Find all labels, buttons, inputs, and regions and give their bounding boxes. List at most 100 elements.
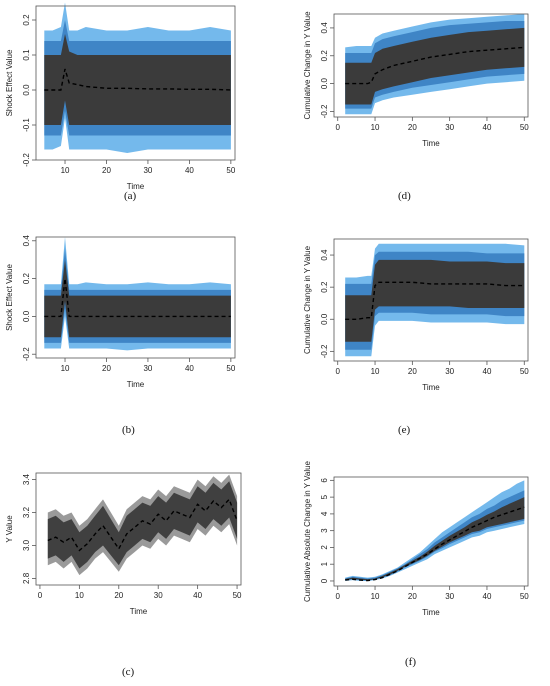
band-outer-f xyxy=(345,480,525,581)
y-tick-label-c: 2.8 xyxy=(22,572,31,584)
y-tick-label-d: -0.2 xyxy=(320,104,329,118)
caption-b: (b) xyxy=(122,424,135,436)
x-tick-label-f: 30 xyxy=(445,592,454,601)
y-tick-label-f: 5 xyxy=(320,494,329,499)
y-tick-label-d: 0.4 xyxy=(320,22,329,34)
x-tick-label-d: 30 xyxy=(445,123,454,132)
y-tick-label-b: -0.2 xyxy=(22,347,31,361)
x-axis-label-e: Time xyxy=(422,383,440,392)
band-inner-d xyxy=(345,27,525,105)
y-axis-label-f: Cumulative Absolute Change in Y Value xyxy=(303,460,312,602)
x-tick-label-c: 20 xyxy=(114,591,123,600)
chart-d: 0 10 20 30 40 50 -0.2 0.0 0.2 0.4 Time Cumulative C… xyxy=(303,11,529,148)
x-axis-label-c: Time xyxy=(130,607,148,616)
y-tick-label-d: 0.0 xyxy=(320,77,329,89)
caption-a: (a) xyxy=(124,190,137,202)
y-tick-label-f: 6 xyxy=(320,478,329,483)
x-tick-label-e: 50 xyxy=(520,367,529,376)
x-tick-label-e: 30 xyxy=(445,367,454,376)
plot-frame-c xyxy=(35,472,242,586)
x-tick-label-d: 50 xyxy=(520,123,529,132)
median-line-c xyxy=(47,498,238,552)
x-axis-label-a: Time xyxy=(127,182,145,191)
x-tick-label-b: 40 xyxy=(185,364,194,373)
y-tick-label-a: 0.0 xyxy=(22,84,31,96)
median-line-a xyxy=(44,68,231,91)
x-tick-label-d: 10 xyxy=(371,123,380,132)
band-inner-a xyxy=(44,34,231,125)
band-y_inner-c xyxy=(47,481,238,569)
y-tick-label-e: 0.0 xyxy=(320,313,329,325)
y-tick-label-f: 0 xyxy=(320,578,329,583)
y-tick-label-e: 0.4 xyxy=(320,249,329,261)
x-tick-label-a: 30 xyxy=(143,166,152,175)
x-tick-label-e: 40 xyxy=(483,367,492,376)
x-tick-label-b: 20 xyxy=(102,364,111,373)
y-tick-label-e: 0.2 xyxy=(320,281,329,293)
chart-e: 0 10 20 30 40 50 -0.2 0.0 0.2 0.4 Time Cumulative C… xyxy=(303,238,529,392)
y-axis-label-d: Cumulative Change in Y Value xyxy=(303,11,312,120)
y-tick-label-c: 3.2 xyxy=(22,506,31,518)
chart-c: 0 10 20 30 40 50 2.8 3.0 3.2 3.4 Time Y Value xyxy=(5,472,242,616)
x-tick-label-c: 0 xyxy=(38,591,43,600)
y-tick-label-c: 3.0 xyxy=(22,539,31,551)
y-tick-label-a: 0.2 xyxy=(22,14,31,26)
chart-b: 10 20 30 40 50 -0.2 0.0 0.2 0.4 Time Shock Effect … xyxy=(5,235,236,389)
x-tick-label-c: 50 xyxy=(233,591,242,600)
caption-e: (e) xyxy=(398,424,411,436)
x-tick-label-d: 20 xyxy=(408,123,417,132)
median-line-f xyxy=(345,506,525,582)
x-tick-label-b: 50 xyxy=(226,364,235,373)
x-tick-label-b: 10 xyxy=(61,364,70,373)
y-tick-label-f: 2 xyxy=(320,545,329,550)
x-tick-label-f: 10 xyxy=(371,592,380,601)
plot-frame-d xyxy=(333,13,529,118)
x-axis-label-b: Time xyxy=(127,380,145,389)
y-tick-label-f: 3 xyxy=(320,528,329,533)
plot-frame-e xyxy=(333,238,529,362)
x-tick-label-e: 20 xyxy=(408,367,417,376)
chart-a: 10 20 30 40 50 -0.2 -0.1 0.0 0.1 0.2 Time Shock Eff… xyxy=(5,2,236,191)
y-tick-label-c: 3.4 xyxy=(22,473,31,485)
y-axis-label-e: Cumulative Change in Y Value xyxy=(303,245,312,354)
band-inner-e xyxy=(345,259,525,342)
band-inner-b xyxy=(44,259,231,338)
median-line-b xyxy=(44,278,231,318)
plot-frame-b xyxy=(35,236,236,359)
y-tick-label-e: -0.2 xyxy=(320,344,329,358)
x-tick-label-c: 30 xyxy=(154,591,163,600)
y-axis-label-a: Shock Effect Value xyxy=(5,49,14,116)
x-tick-label-a: 20 xyxy=(102,166,111,175)
chart-f: 0 10 20 30 40 50 0 1 2 3 4 5 6 Time Cumulative Absolut… xyxy=(303,460,529,617)
caption-d: (d) xyxy=(398,190,411,202)
x-axis-label-f: Time xyxy=(422,608,440,617)
y-tick-label-a: -0.2 xyxy=(22,153,31,167)
x-tick-label-d: 40 xyxy=(483,123,492,132)
x-tick-label-a: 40 xyxy=(185,166,194,175)
median-line-d xyxy=(345,46,525,85)
plot-frame-a xyxy=(35,5,236,161)
y-axis-label-b: Shock Effect Value xyxy=(5,264,14,331)
x-tick-label-a: 10 xyxy=(61,166,70,175)
x-tick-label-a: 50 xyxy=(226,166,235,175)
y-tick-label-b: 0.0 xyxy=(22,310,31,322)
y-tick-label-a: 0.1 xyxy=(22,49,31,61)
x-tick-label-b: 30 xyxy=(143,364,152,373)
plot-frame-f xyxy=(333,476,529,587)
y-tick-label-b: 0.4 xyxy=(22,235,31,247)
x-tick-label-e: 0 xyxy=(336,367,341,376)
x-tick-label-f: 0 xyxy=(336,592,341,601)
x-tick-label-f: 50 xyxy=(520,592,529,601)
y-tick-label-f: 1 xyxy=(320,561,329,566)
band-inner-f xyxy=(345,497,525,581)
x-tick-label-d: 0 xyxy=(336,123,341,132)
x-tick-label-f: 20 xyxy=(408,592,417,601)
x-tick-label-c: 40 xyxy=(193,591,202,600)
y-tick-label-f: 4 xyxy=(320,511,329,516)
x-tick-label-f: 40 xyxy=(483,592,492,601)
x-tick-label-c: 10 xyxy=(75,591,84,600)
median-line-e xyxy=(345,281,525,320)
x-tick-label-e: 10 xyxy=(371,367,380,376)
caption-c: (c) xyxy=(122,666,135,678)
